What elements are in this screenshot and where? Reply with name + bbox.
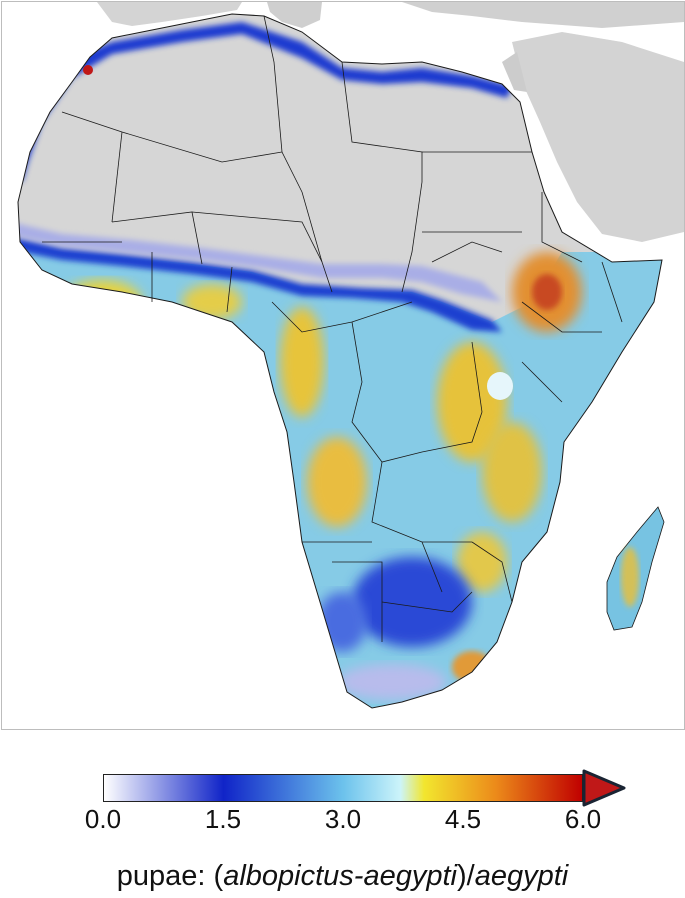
arabian-peninsula [512, 32, 684, 242]
europe-landmass [97, 2, 242, 26]
surrounding-land [97, 2, 684, 242]
sinai-region [502, 52, 527, 92]
sahel-blue-band [18, 234, 502, 332]
angola-yellow [307, 437, 367, 527]
country-borders [42, 15, 623, 642]
colorbar-gradient [103, 774, 583, 802]
legend-title-part: aegypti [474, 860, 569, 892]
legend-title-part: )/ [456, 860, 475, 892]
turkey-landmass [402, 2, 684, 28]
mozambique-yellow [457, 532, 507, 592]
legend-title-part: albopictus-aegypti [223, 860, 457, 892]
map-panel [1, 1, 685, 730]
legend-title-part: pupae: ( [116, 860, 224, 892]
madagascar [606, 506, 665, 631]
namibia-blue [317, 592, 367, 652]
colorbar-legend: 0.0 1.5 3.0 4.5 6.0 pupae: (albopictus-a… [0, 730, 685, 898]
colorbar-tick: 0.0 [84, 804, 122, 834]
sicily-island [267, 2, 322, 28]
colorbar-tick: 6.0 [564, 804, 602, 834]
east-africa-yellow [437, 342, 507, 462]
lake-victoria [487, 372, 513, 400]
colorbar-tick: 1.5 [204, 804, 242, 834]
rift-yellow [482, 422, 542, 522]
colorbar-tick: 3.0 [324, 804, 362, 834]
colorbar-tick: 4.5 [444, 804, 482, 834]
colorbar-extend-arrow [582, 769, 626, 807]
kalahari-blue [352, 557, 472, 647]
legend-title: pupae: (albopictus-aegypti)/aegypti [0, 860, 685, 893]
karoo-lavender [337, 664, 447, 700]
sahel-lavender-band [18, 220, 502, 302]
africa-map [17, 2, 684, 709]
morocco-hotspot [83, 65, 93, 75]
west-africa-yellow [62, 280, 142, 324]
gabon-yellow [280, 307, 324, 417]
